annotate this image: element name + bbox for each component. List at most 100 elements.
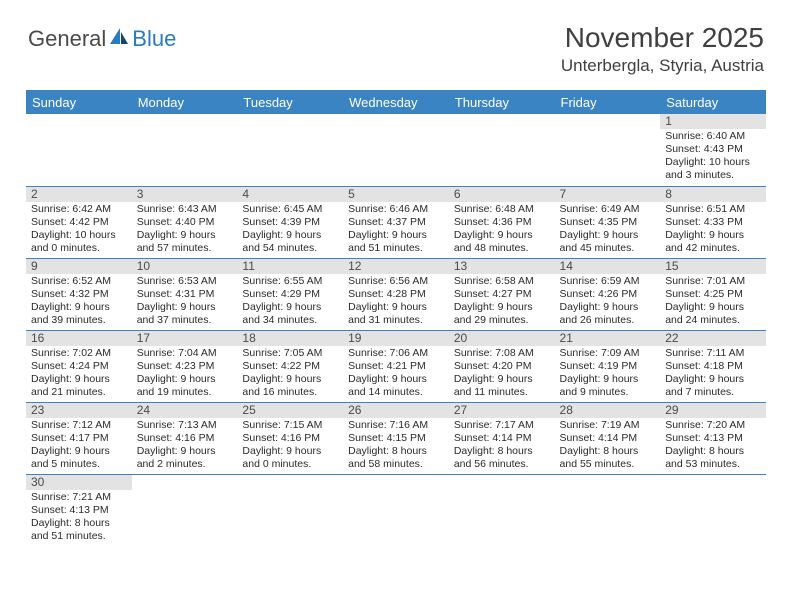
detail-line: and 14 minutes. xyxy=(348,386,444,399)
calendar-cell xyxy=(555,474,661,546)
detail-line: Sunrise: 6:43 AM xyxy=(137,203,233,216)
calendar-cell xyxy=(343,114,449,186)
day-number: 27 xyxy=(449,403,555,418)
day-number: 22 xyxy=(660,331,766,346)
detail-line: Daylight: 9 hours xyxy=(137,229,233,242)
detail-line: Daylight: 8 hours xyxy=(454,445,550,458)
day-details: Sunrise: 6:55 AMSunset: 4:29 PMDaylight:… xyxy=(237,274,343,330)
calendar-week: 23Sunrise: 7:12 AMSunset: 4:17 PMDayligh… xyxy=(26,402,766,474)
day-number: 1 xyxy=(660,114,766,129)
page-header: General Blue November 2025 Unterbergla, … xyxy=(0,0,792,84)
day-details: Sunrise: 6:43 AMSunset: 4:40 PMDaylight:… xyxy=(132,202,238,258)
detail-line: and 53 minutes. xyxy=(665,458,761,471)
detail-line: Sunset: 4:16 PM xyxy=(242,432,338,445)
day-details: Sunrise: 7:01 AMSunset: 4:25 PMDaylight:… xyxy=(660,274,766,330)
detail-line: and 29 minutes. xyxy=(454,314,550,327)
day-details: Sunrise: 7:02 AMSunset: 4:24 PMDaylight:… xyxy=(26,346,132,402)
day-number: 7 xyxy=(555,187,661,202)
day-header: Sunday xyxy=(26,90,132,114)
day-number: 11 xyxy=(237,259,343,274)
title-block: November 2025 Unterbergla, Styria, Austr… xyxy=(561,22,764,76)
day-header-row: Sunday Monday Tuesday Wednesday Thursday… xyxy=(26,90,766,114)
detail-line: Sunrise: 6:51 AM xyxy=(665,203,761,216)
calendar-cell: 26Sunrise: 7:16 AMSunset: 4:15 PMDayligh… xyxy=(343,402,449,474)
day-number: 14 xyxy=(555,259,661,274)
day-number: 9 xyxy=(26,259,132,274)
detail-line: Daylight: 9 hours xyxy=(137,301,233,314)
day-number: 5 xyxy=(343,187,449,202)
detail-line: Sunrise: 7:01 AM xyxy=(665,275,761,288)
day-details: Sunrise: 6:53 AMSunset: 4:31 PMDaylight:… xyxy=(132,274,238,330)
detail-line: Sunset: 4:18 PM xyxy=(665,360,761,373)
detail-line: and 0 minutes. xyxy=(242,458,338,471)
calendar-cell: 6Sunrise: 6:48 AMSunset: 4:36 PMDaylight… xyxy=(449,186,555,258)
calendar-cell: 3Sunrise: 6:43 AMSunset: 4:40 PMDaylight… xyxy=(132,186,238,258)
detail-line: Sunset: 4:17 PM xyxy=(31,432,127,445)
detail-line: Sunrise: 6:46 AM xyxy=(348,203,444,216)
day-number: 28 xyxy=(555,403,661,418)
detail-line: and 39 minutes. xyxy=(31,314,127,327)
day-details: Sunrise: 7:04 AMSunset: 4:23 PMDaylight:… xyxy=(132,346,238,402)
detail-line: Daylight: 10 hours xyxy=(31,229,127,242)
detail-line: and 45 minutes. xyxy=(560,242,656,255)
detail-line: Sunrise: 7:15 AM xyxy=(242,419,338,432)
detail-line: Daylight: 9 hours xyxy=(665,301,761,314)
detail-line: and 5 minutes. xyxy=(31,458,127,471)
detail-line: Sunset: 4:29 PM xyxy=(242,288,338,301)
day-number: 25 xyxy=(237,403,343,418)
day-details: Sunrise: 6:48 AMSunset: 4:36 PMDaylight:… xyxy=(449,202,555,258)
day-number: 15 xyxy=(660,259,766,274)
day-details: Sunrise: 7:21 AMSunset: 4:13 PMDaylight:… xyxy=(26,490,132,546)
detail-line: Sunset: 4:40 PM xyxy=(137,216,233,229)
calendar-cell: 9Sunrise: 6:52 AMSunset: 4:32 PMDaylight… xyxy=(26,258,132,330)
detail-line: Sunrise: 7:20 AM xyxy=(665,419,761,432)
detail-line: Sunrise: 6:58 AM xyxy=(454,275,550,288)
day-number: 26 xyxy=(343,403,449,418)
detail-line: and 54 minutes. xyxy=(242,242,338,255)
detail-line: Sunrise: 7:06 AM xyxy=(348,347,444,360)
day-details: Sunrise: 6:58 AMSunset: 4:27 PMDaylight:… xyxy=(449,274,555,330)
calendar-cell xyxy=(449,114,555,186)
detail-line: Sunset: 4:13 PM xyxy=(665,432,761,445)
calendar-cell xyxy=(237,474,343,546)
detail-line: Sunset: 4:16 PM xyxy=(137,432,233,445)
day-header: Thursday xyxy=(449,90,555,114)
day-details: Sunrise: 7:08 AMSunset: 4:20 PMDaylight:… xyxy=(449,346,555,402)
calendar-cell: 17Sunrise: 7:04 AMSunset: 4:23 PMDayligh… xyxy=(132,330,238,402)
detail-line: Sunset: 4:36 PM xyxy=(454,216,550,229)
calendar-cell: 13Sunrise: 6:58 AMSunset: 4:27 PMDayligh… xyxy=(449,258,555,330)
detail-line: Daylight: 9 hours xyxy=(454,229,550,242)
detail-line: and 21 minutes. xyxy=(31,386,127,399)
detail-line: Daylight: 8 hours xyxy=(348,445,444,458)
detail-line: Sunset: 4:28 PM xyxy=(348,288,444,301)
detail-line: and 48 minutes. xyxy=(454,242,550,255)
calendar-cell xyxy=(343,474,449,546)
detail-line: and 11 minutes. xyxy=(454,386,550,399)
detail-line: Sunset: 4:15 PM xyxy=(348,432,444,445)
detail-line: and 34 minutes. xyxy=(242,314,338,327)
sail-icon xyxy=(108,26,130,52)
day-number: 30 xyxy=(26,475,132,490)
detail-line: and 42 minutes. xyxy=(665,242,761,255)
day-details: Sunrise: 7:19 AMSunset: 4:14 PMDaylight:… xyxy=(555,418,661,474)
detail-line: Sunrise: 7:05 AM xyxy=(242,347,338,360)
detail-line: Daylight: 8 hours xyxy=(31,517,127,530)
calendar-cell: 15Sunrise: 7:01 AMSunset: 4:25 PMDayligh… xyxy=(660,258,766,330)
detail-line: Daylight: 10 hours xyxy=(665,156,761,169)
detail-line: and 58 minutes. xyxy=(348,458,444,471)
day-details: Sunrise: 7:11 AMSunset: 4:18 PMDaylight:… xyxy=(660,346,766,402)
detail-line: Sunset: 4:24 PM xyxy=(31,360,127,373)
calendar-cell xyxy=(555,114,661,186)
detail-line: Sunrise: 7:16 AM xyxy=(348,419,444,432)
calendar-week: 30Sunrise: 7:21 AMSunset: 4:13 PMDayligh… xyxy=(26,474,766,546)
detail-line: Sunset: 4:31 PM xyxy=(137,288,233,301)
calendar-cell: 7Sunrise: 6:49 AMSunset: 4:35 PMDaylight… xyxy=(555,186,661,258)
day-details: Sunrise: 7:15 AMSunset: 4:16 PMDaylight:… xyxy=(237,418,343,474)
detail-line: and 57 minutes. xyxy=(137,242,233,255)
detail-line: and 51 minutes. xyxy=(31,530,127,543)
calendar-cell xyxy=(237,114,343,186)
detail-line: and 24 minutes. xyxy=(665,314,761,327)
calendar-cell: 4Sunrise: 6:45 AMSunset: 4:39 PMDaylight… xyxy=(237,186,343,258)
detail-line: and 55 minutes. xyxy=(560,458,656,471)
detail-line: Daylight: 9 hours xyxy=(665,229,761,242)
